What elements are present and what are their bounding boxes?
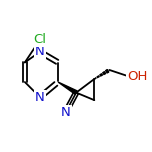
- Text: Cl: Cl: [33, 33, 47, 46]
- Polygon shape: [97, 76, 99, 78]
- Text: OH: OH: [128, 69, 148, 83]
- Polygon shape: [103, 72, 106, 74]
- Text: N: N: [35, 91, 45, 104]
- Text: N: N: [61, 106, 71, 119]
- Polygon shape: [94, 78, 96, 79]
- Text: N: N: [35, 45, 45, 58]
- Polygon shape: [106, 69, 109, 73]
- Polygon shape: [100, 74, 102, 76]
- Polygon shape: [58, 82, 77, 94]
